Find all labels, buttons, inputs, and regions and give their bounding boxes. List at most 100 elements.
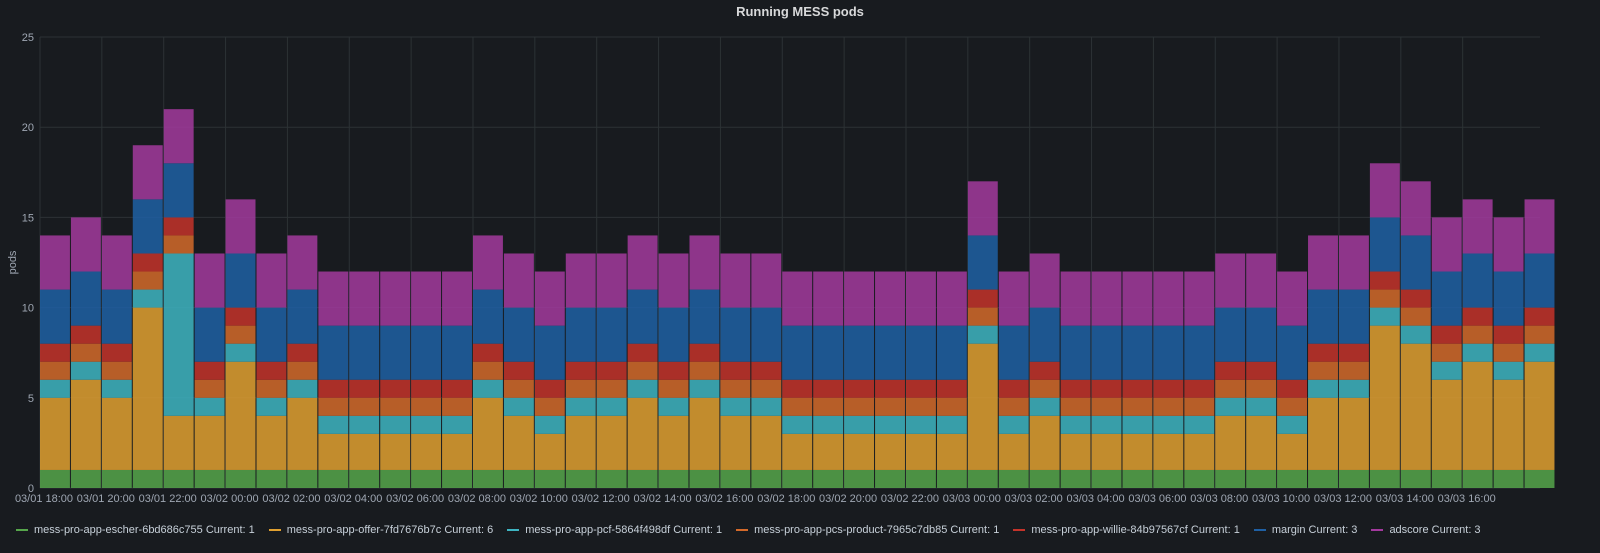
bar-segment-margin[interactable] [1431, 271, 1462, 326]
bar-segment-margin[interactable] [751, 307, 782, 362]
bar-segment-mess-pro-app-escher-6bd686c755[interactable] [967, 469, 998, 488]
bar-segment-mess-pro-app-escher-6bd686c755[interactable] [472, 469, 503, 488]
bar-segment-mess-pro-app-pcs-product-7965c7db85[interactable] [1400, 307, 1431, 326]
bar-segment-mess-pro-app-escher-6bd686c755[interactable] [287, 469, 318, 488]
bar-segment-mess-pro-app-pcs-product-7965c7db85[interactable] [1122, 397, 1153, 416]
legend-item[interactable]: mess-pro-app-offer-7fd7676b7c Current: 6 [268, 524, 493, 536]
bar-segment-mess-pro-app-escher-6bd686c755[interactable] [627, 469, 658, 488]
bar-segment-mess-pro-app-offer-7fd7676b7c[interactable] [936, 433, 967, 470]
bar-segment-adscore[interactable] [967, 181, 998, 236]
bar-segment-adscore[interactable] [565, 253, 596, 308]
bar-segment-mess-pro-app-willie-84b97567cf[interactable] [689, 343, 720, 362]
bar-segment-adscore[interactable] [101, 235, 132, 290]
bar-segment-margin[interactable] [875, 325, 905, 380]
bar-segment-margin[interactable] [658, 307, 689, 362]
bar-segment-mess-pro-app-pcf-5864f498df[interactable] [565, 397, 596, 416]
bar-segment-mess-pro-app-willie-84b97567cf[interactable] [1246, 361, 1277, 380]
legend-item[interactable]: mess-pro-app-willie-84b97567cf Current: … [1013, 524, 1240, 536]
bar-segment-mess-pro-app-pcs-product-7965c7db85[interactable] [998, 397, 1029, 416]
bar-segment-mess-pro-app-offer-7fd7676b7c[interactable] [1122, 433, 1153, 470]
bar-segment-mess-pro-app-pcf-5864f498df[interactable] [256, 397, 287, 416]
bar-segment-mess-pro-app-pcs-product-7965c7db85[interactable] [1524, 325, 1555, 344]
bar-segment-mess-pro-app-pcf-5864f498df[interactable] [751, 397, 782, 416]
bar-segment-mess-pro-app-escher-6bd686c755[interactable] [70, 469, 101, 488]
bar-segment-mess-pro-app-pcf-5864f498df[interactable] [380, 415, 411, 434]
bar-segment-mess-pro-app-willie-84b97567cf[interactable] [1215, 361, 1246, 380]
bar-segment-mess-pro-app-pcs-product-7965c7db85[interactable] [967, 307, 998, 326]
bar-segment-adscore[interactable] [411, 271, 442, 326]
bar-segment-mess-pro-app-willie-84b97567cf[interactable] [1277, 379, 1308, 398]
bar-segment-mess-pro-app-willie-84b97567cf[interactable] [1369, 271, 1400, 290]
bar-segment-mess-pro-app-offer-7fd7676b7c[interactable] [70, 379, 101, 470]
bar-segment-adscore[interactable] [782, 271, 813, 326]
bar-segment-margin[interactable] [411, 325, 442, 380]
bar-segment-mess-pro-app-willie-84b97567cf[interactable] [875, 379, 905, 398]
bar-segment-mess-pro-app-pcs-product-7965c7db85[interactable] [720, 379, 751, 398]
bar-segment-mess-pro-app-pcs-product-7965c7db85[interactable] [534, 397, 565, 416]
bar-segment-adscore[interactable] [70, 217, 101, 272]
bar-segment-adscore[interactable] [596, 253, 627, 308]
bar-segment-mess-pro-app-willie-84b97567cf[interactable] [40, 343, 70, 362]
bar-segment-mess-pro-app-escher-6bd686c755[interactable] [998, 469, 1029, 488]
bar-segment-margin[interactable] [380, 325, 411, 380]
bar-segment-mess-pro-app-pcs-product-7965c7db85[interactable] [163, 235, 194, 254]
bar-segment-mess-pro-app-escher-6bd686c755[interactable] [101, 469, 132, 488]
legend-item[interactable]: mess-pro-app-pcf-5864f498df Current: 1 [507, 524, 722, 536]
bar-segment-margin[interactable] [967, 235, 998, 290]
bar-segment-margin[interactable] [1338, 289, 1369, 344]
bar-segment-adscore[interactable] [287, 235, 318, 290]
bar-segment-margin[interactable] [565, 307, 596, 362]
bar-segment-mess-pro-app-offer-7fd7676b7c[interactable] [1462, 361, 1493, 470]
bar-segment-mess-pro-app-willie-84b97567cf[interactable] [1122, 379, 1153, 398]
bar-segment-mess-pro-app-pcs-product-7965c7db85[interactable] [472, 361, 503, 380]
bar-segment-adscore[interactable] [1060, 271, 1091, 326]
bar-segment-mess-pro-app-pcs-product-7965c7db85[interactable] [905, 397, 936, 416]
bar-segment-mess-pro-app-willie-84b97567cf[interactable] [782, 379, 813, 398]
bar-segment-mess-pro-app-escher-6bd686c755[interactable] [256, 469, 287, 488]
bar-segment-mess-pro-app-pcf-5864f498df[interactable] [875, 415, 905, 434]
bar-segment-adscore[interactable] [1091, 271, 1122, 326]
bar-segment-mess-pro-app-pcf-5864f498df[interactable] [503, 397, 534, 416]
bar-segment-mess-pro-app-pcf-5864f498df[interactable] [132, 289, 163, 308]
bar-segment-mess-pro-app-offer-7fd7676b7c[interactable] [1493, 379, 1524, 470]
bar-segment-mess-pro-app-offer-7fd7676b7c[interactable] [998, 433, 1029, 470]
bar-segment-margin[interactable] [472, 289, 503, 344]
bar-segment-mess-pro-app-offer-7fd7676b7c[interactable] [256, 415, 287, 470]
bar-segment-adscore[interactable] [1277, 271, 1308, 326]
bar-segment-margin[interactable] [194, 307, 225, 362]
bar-segment-mess-pro-app-pcs-product-7965c7db85[interactable] [349, 397, 380, 416]
bar-segment-mess-pro-app-offer-7fd7676b7c[interactable] [1524, 361, 1555, 470]
bar-segment-adscore[interactable] [1493, 217, 1524, 272]
bar-segment-mess-pro-app-offer-7fd7676b7c[interactable] [967, 343, 998, 470]
bar-segment-mess-pro-app-escher-6bd686c755[interactable] [1308, 469, 1338, 488]
bar-segment-margin[interactable] [627, 289, 658, 344]
bar-segment-adscore[interactable] [813, 271, 844, 326]
bar-segment-mess-pro-app-escher-6bd686c755[interactable] [720, 469, 751, 488]
bar-segment-mess-pro-app-willie-84b97567cf[interactable] [472, 343, 503, 362]
bar-segment-mess-pro-app-willie-84b97567cf[interactable] [411, 379, 442, 398]
bar-segment-mess-pro-app-pcf-5864f498df[interactable] [411, 415, 442, 434]
bar-segment-mess-pro-app-escher-6bd686c755[interactable] [875, 469, 905, 488]
bar-segment-mess-pro-app-escher-6bd686c755[interactable] [565, 469, 596, 488]
bar-segment-mess-pro-app-offer-7fd7676b7c[interactable] [40, 397, 70, 470]
bar-segment-mess-pro-app-offer-7fd7676b7c[interactable] [844, 433, 875, 470]
bar-segment-mess-pro-app-willie-84b97567cf[interactable] [318, 379, 349, 398]
bar-segment-mess-pro-app-willie-84b97567cf[interactable] [998, 379, 1029, 398]
bar-segment-margin[interactable] [132, 199, 163, 254]
bar-segment-mess-pro-app-offer-7fd7676b7c[interactable] [411, 433, 442, 470]
bar-segment-mess-pro-app-willie-84b97567cf[interactable] [194, 361, 225, 380]
bar-segment-mess-pro-app-offer-7fd7676b7c[interactable] [225, 361, 256, 470]
bar-segment-mess-pro-app-offer-7fd7676b7c[interactable] [720, 415, 751, 470]
bar-segment-mess-pro-app-willie-84b97567cf[interactable] [1184, 379, 1215, 398]
bar-segment-mess-pro-app-willie-84b97567cf[interactable] [905, 379, 936, 398]
bar-segment-mess-pro-app-pcs-product-7965c7db85[interactable] [287, 361, 318, 380]
bar-segment-mess-pro-app-escher-6bd686c755[interactable] [844, 469, 875, 488]
bar-segment-mess-pro-app-escher-6bd686c755[interactable] [1462, 469, 1493, 488]
bar-segment-mess-pro-app-pcf-5864f498df[interactable] [1277, 415, 1308, 434]
bar-segment-mess-pro-app-willie-84b97567cf[interactable] [658, 361, 689, 380]
bar-segment-mess-pro-app-offer-7fd7676b7c[interactable] [1277, 433, 1308, 470]
bar-segment-mess-pro-app-escher-6bd686c755[interactable] [1338, 469, 1369, 488]
bar-segment-mess-pro-app-offer-7fd7676b7c[interactable] [1369, 325, 1400, 470]
bar-segment-adscore[interactable] [318, 271, 349, 326]
bar-segment-mess-pro-app-pcs-product-7965c7db85[interactable] [596, 379, 627, 398]
